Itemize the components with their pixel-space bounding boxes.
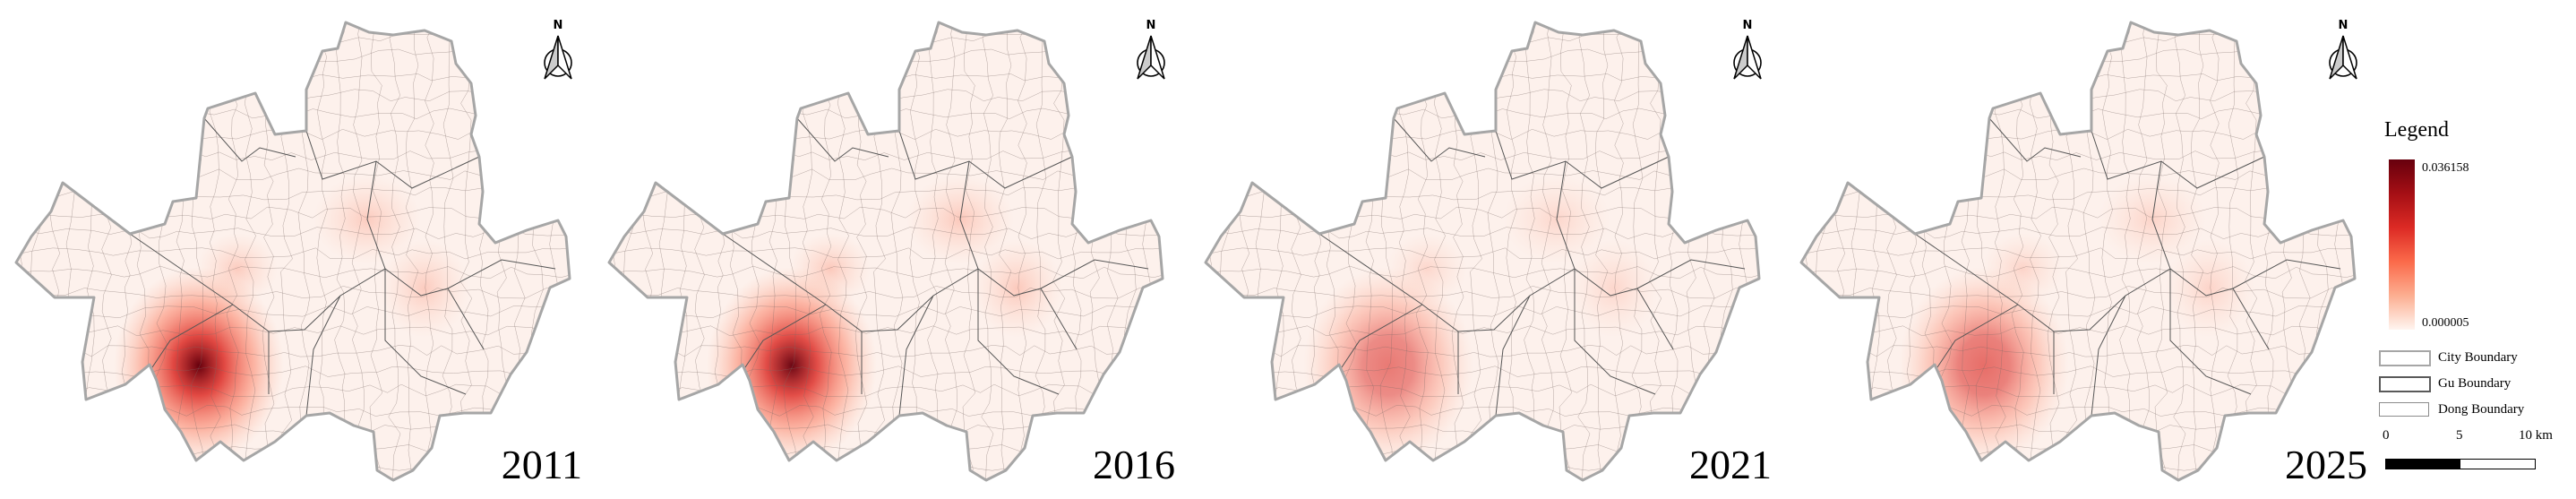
city-area xyxy=(16,22,570,480)
kernel-density-map xyxy=(1799,21,2357,482)
legend-title: Legend xyxy=(2384,118,2449,142)
scale-bar xyxy=(2385,459,2536,469)
gu-boundary-lines xyxy=(722,117,1149,417)
north-label: N xyxy=(1743,19,1753,32)
map-panel-2016: N 2016 xyxy=(593,0,1202,499)
map-panel-2011: N 2011 xyxy=(0,0,609,499)
kernel-density-map xyxy=(14,21,571,482)
scale-label-0: 0 xyxy=(2383,428,2390,443)
gu-boundary-lines xyxy=(1914,117,2341,417)
north-arrow-icon: N xyxy=(1725,16,1770,83)
hotspot-east xyxy=(973,239,1062,338)
map-panel-2021: N 2021 xyxy=(1189,0,1799,499)
city-boundary xyxy=(1799,21,2357,482)
city-boundary xyxy=(607,21,1164,482)
scale-label-5: 5 xyxy=(2456,428,2463,443)
year-label: 2021 xyxy=(1689,442,1772,487)
north-label: N xyxy=(1146,19,1156,32)
gu-boundary-lines xyxy=(129,117,556,417)
dong-boundary-label: Dong Boundary xyxy=(2438,402,2525,417)
city-boundary-label: City Boundary xyxy=(2438,350,2518,365)
year-label: 2016 xyxy=(1093,442,1175,487)
year-label: 2011 xyxy=(501,442,582,487)
kernel-density-map xyxy=(607,21,1164,482)
hotspot-west-center xyxy=(790,233,871,305)
dong-boundary-swatch xyxy=(2379,402,2429,417)
city-area xyxy=(1206,22,1759,480)
density-color-ramp xyxy=(2389,159,2415,330)
hotspot-east xyxy=(2165,239,2254,338)
city-boundary xyxy=(1204,21,1761,482)
hotspot-east xyxy=(380,239,469,338)
map-panel-2025: N 2025 xyxy=(1785,0,2394,499)
kernel-density-map xyxy=(1204,21,1761,482)
legend: Legend 0.036158 0.000005 City Boundary G… xyxy=(2365,115,2576,491)
city-area xyxy=(609,22,1163,480)
north-label: N xyxy=(554,19,563,32)
city-boundary-swatch xyxy=(2379,350,2431,366)
north-arrow-icon: N xyxy=(2321,16,2366,83)
hotspot-west-center xyxy=(1387,233,1467,305)
year-label: 2025 xyxy=(2285,442,2367,487)
gu-boundary-label: Gu Boundary xyxy=(2438,376,2512,391)
gu-boundary-lines xyxy=(1318,117,1746,417)
hotspot-west-center xyxy=(197,233,278,305)
hotspot-east xyxy=(1569,239,1659,338)
north-arrow-icon: N xyxy=(1129,16,1173,83)
scale-bar-black-segment xyxy=(2386,460,2460,469)
ramp-min-label: 0.000005 xyxy=(2422,316,2469,330)
gu-boundary-swatch xyxy=(2379,376,2431,392)
hotspot-west-center xyxy=(1982,233,2063,305)
city-area xyxy=(1801,22,2355,480)
ramp-max-label: 0.036158 xyxy=(2422,161,2469,175)
scale-label-10km: 10 km xyxy=(2519,428,2553,443)
city-boundary xyxy=(14,21,571,482)
north-label: N xyxy=(2339,19,2348,32)
north-arrow-icon: N xyxy=(536,16,580,83)
